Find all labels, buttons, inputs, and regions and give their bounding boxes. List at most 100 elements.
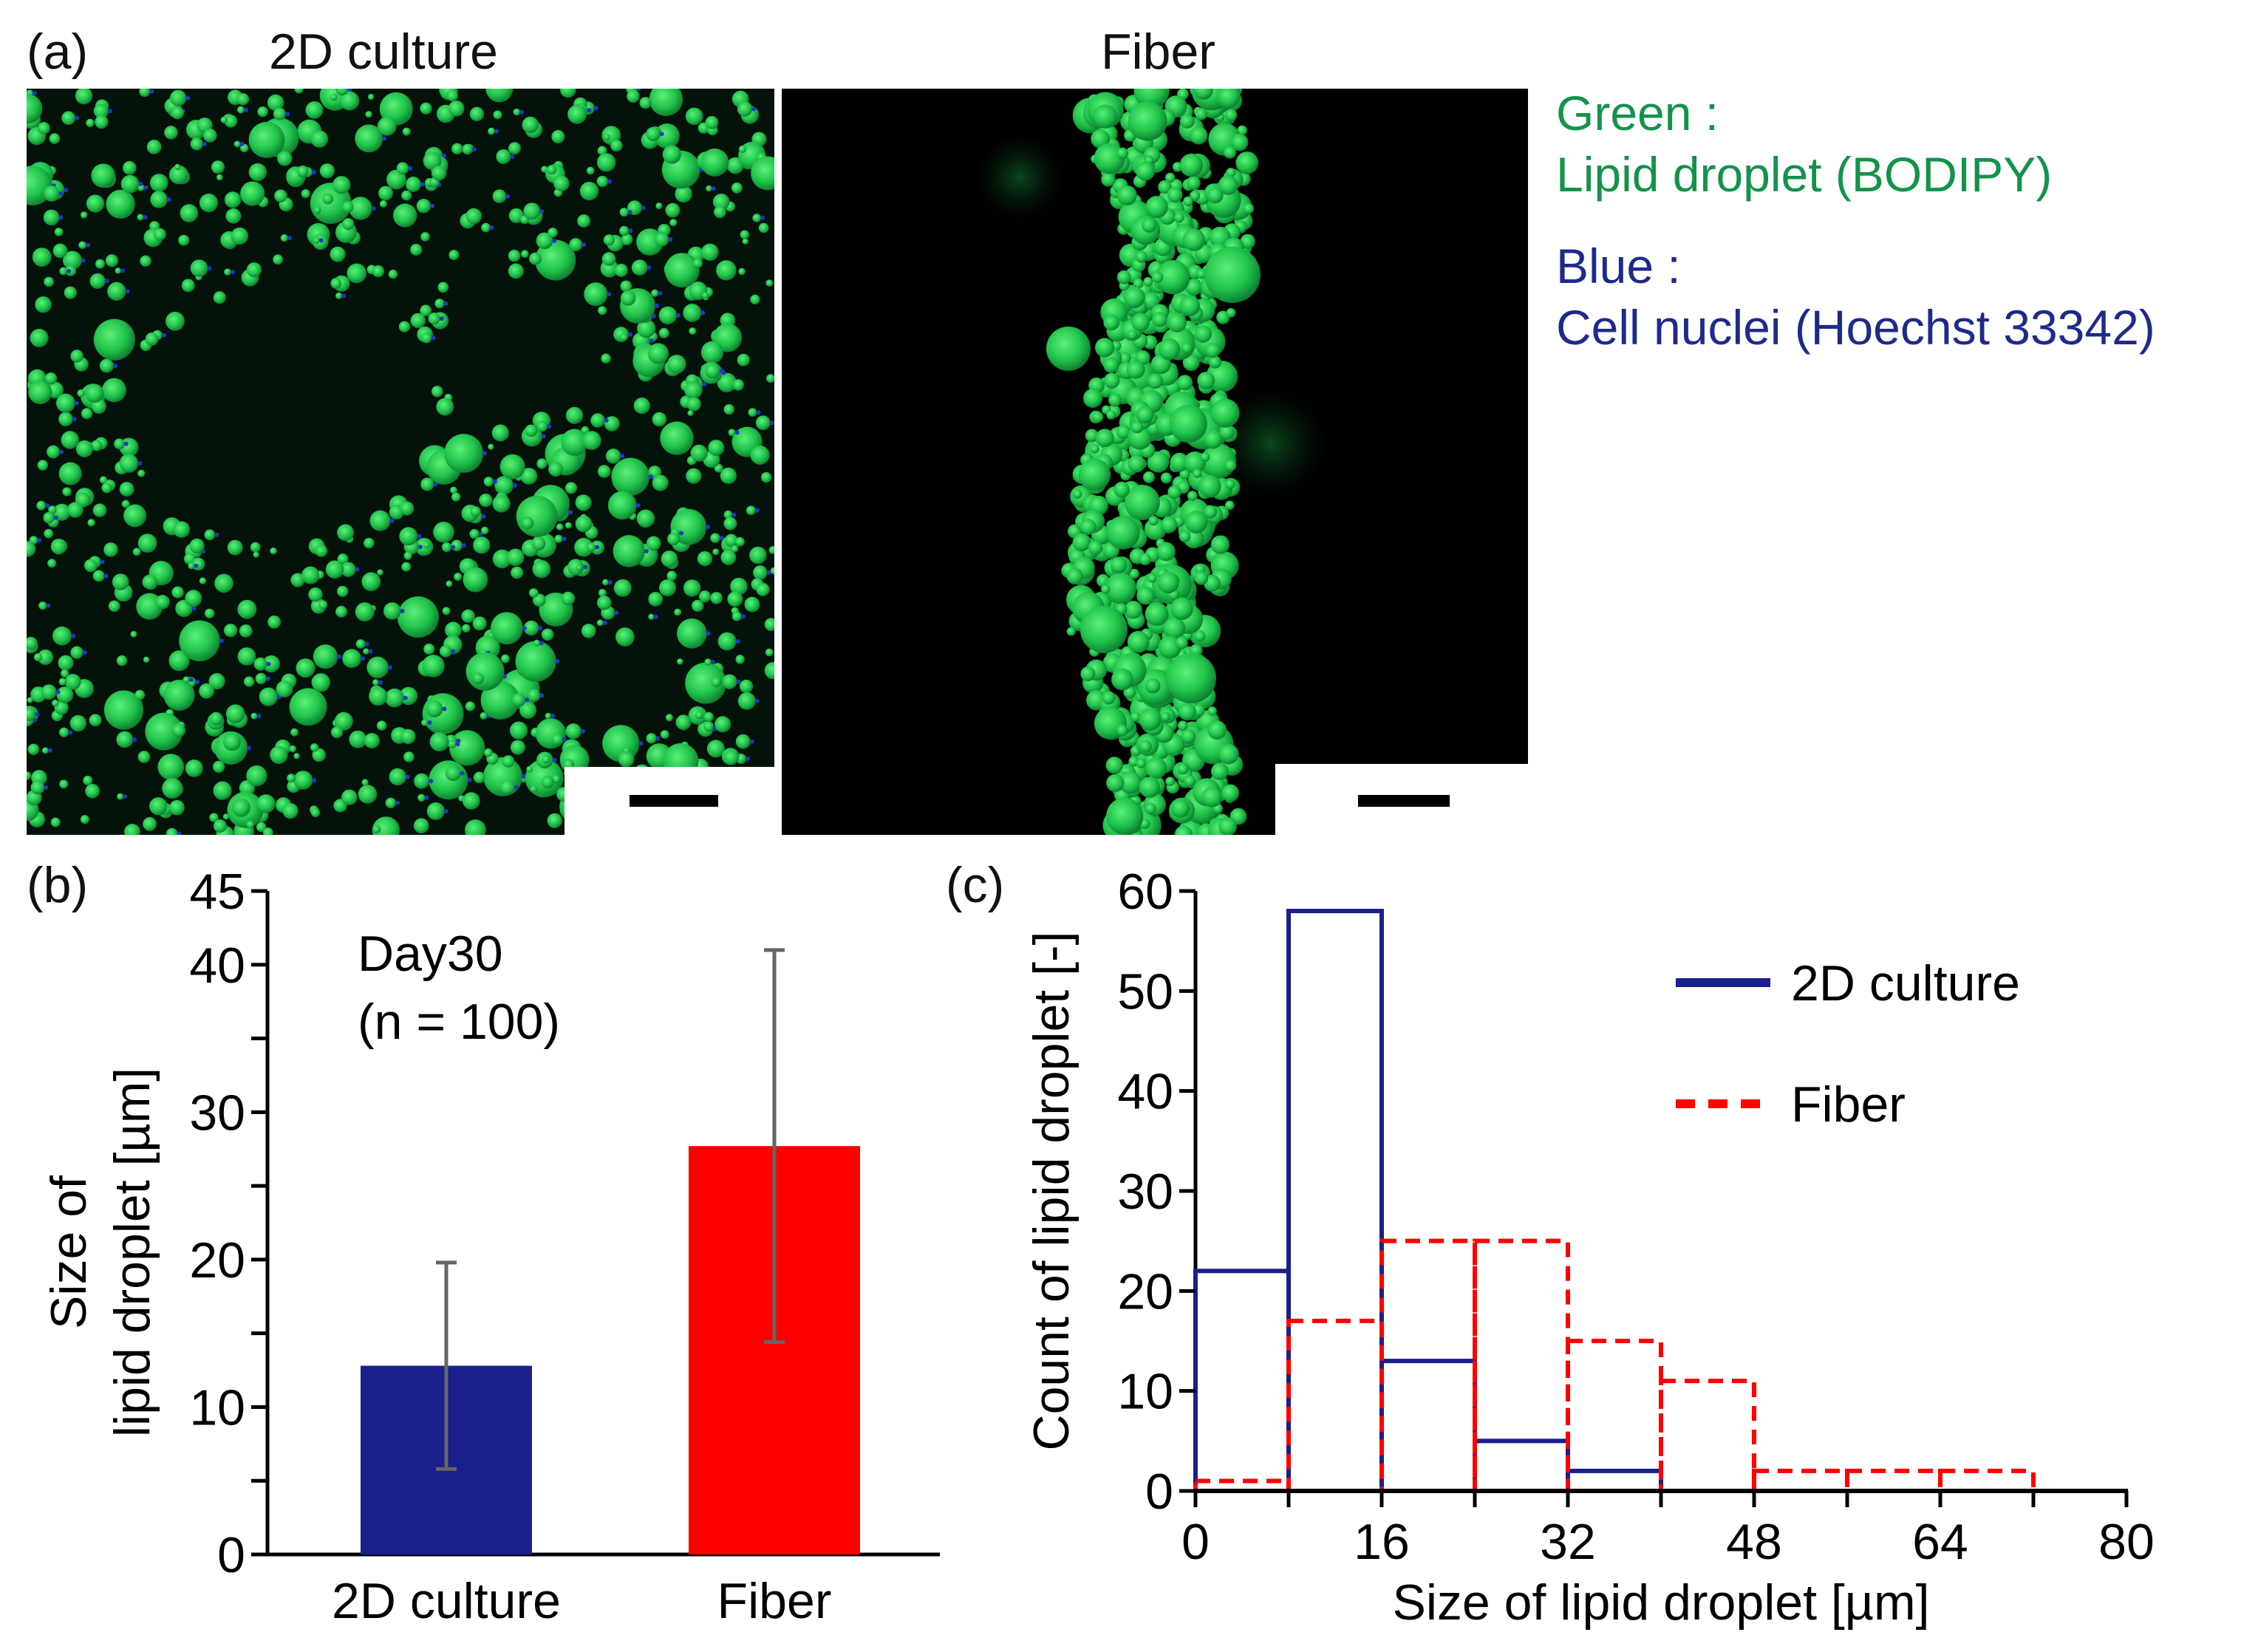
lipid-droplet-2d <box>103 690 144 730</box>
lipid-droplet-fiber <box>1139 740 1152 753</box>
nucleus-2d <box>562 536 567 542</box>
lipid-droplet-2d <box>473 536 491 554</box>
lipid-droplet-2d <box>44 372 58 385</box>
lipid-droplet-fiber <box>1210 535 1229 554</box>
lipid-droplet-2d <box>222 733 241 751</box>
nucleus-2d <box>607 179 613 184</box>
lipid-droplet-2d <box>674 608 682 616</box>
lipid-droplet-2d <box>349 197 372 220</box>
lipid-droplet-2d <box>648 592 663 607</box>
lipid-droplet-2d <box>150 191 168 208</box>
lipid-droplet-fiber <box>1078 458 1111 491</box>
lipid-droplet-2d <box>758 222 769 233</box>
lipid-droplet-2d <box>429 732 449 751</box>
lipid-droplet-2d <box>705 116 719 129</box>
lipid-droplet-2d <box>383 602 401 620</box>
lipid-droplet-fiber <box>1170 597 1193 621</box>
lipid-droplet-2d <box>426 700 443 717</box>
lipid-droplet-fiber <box>1211 762 1229 780</box>
lipid-droplet-fiber <box>1224 146 1237 159</box>
lipid-droplet-fiber <box>1101 584 1111 594</box>
lipid-droplet-2d <box>523 202 541 220</box>
nucleus-2d <box>635 503 641 508</box>
lipid-droplet-2d <box>108 600 120 612</box>
lipid-droplet-2d <box>748 408 757 417</box>
lipid-droplet-2d <box>396 162 409 175</box>
lipid-droplet-2d <box>529 588 539 598</box>
nucleus-2d <box>461 543 466 548</box>
lipid-droplet-2d <box>246 262 262 278</box>
lipid-droplet-2d <box>548 228 558 238</box>
lipid-droplet-2d <box>481 222 491 233</box>
nucleus-2d <box>37 538 42 543</box>
lipid-droplet-2d <box>315 545 328 557</box>
lipid-droplet-2d <box>331 726 343 739</box>
histogram-bin <box>1379 1359 1477 1493</box>
lipid-droplet-2d <box>185 590 202 607</box>
x-tick-label-c: 32 <box>1540 1514 1596 1570</box>
nucleus-2d <box>658 290 663 296</box>
lipid-droplet-2d <box>189 538 205 554</box>
lipid-droplet-2d <box>511 566 523 579</box>
lipid-droplet-2d <box>385 797 397 809</box>
lipid-droplet-2d <box>75 89 93 105</box>
nucleus-2d <box>266 661 271 666</box>
lipid-droplet-2d <box>552 774 561 784</box>
lipid-droplet-2d <box>627 89 640 103</box>
lipid-droplet-2d <box>361 572 381 592</box>
lipid-droplet-2d <box>670 508 707 545</box>
lipid-droplet-2d <box>582 431 601 450</box>
lipid-droplet-2d <box>44 185 60 202</box>
lipid-droplet-fiber <box>1157 571 1179 594</box>
lipid-droplet-2d <box>369 686 388 706</box>
lipid-droplet-2d <box>330 278 342 289</box>
lipid-droplet-2d <box>117 793 124 800</box>
lipid-droplet-fiber <box>1182 354 1200 372</box>
lipid-droplet-2d <box>667 532 681 546</box>
lipid-droplet-fiber <box>1171 799 1190 818</box>
nucleus-2d <box>59 449 64 454</box>
lipid-droplet-2d <box>579 182 599 201</box>
lipid-droplet-2d <box>225 704 245 723</box>
lipid-droplet-2d <box>209 711 223 726</box>
nucleus-2d <box>749 739 754 744</box>
lipid-droplet-2d <box>101 482 112 494</box>
lipid-droplet-fiber <box>1207 706 1217 716</box>
lipid-droplet-fiber <box>1235 151 1259 174</box>
y-tick-label-c: 60 <box>1117 864 1173 920</box>
lipid-droplet-2d <box>162 778 183 799</box>
lipid-droplet-fiber <box>1103 314 1119 331</box>
lipid-droplet-2d <box>607 491 637 520</box>
lipid-droplet-2d <box>293 753 300 760</box>
lipid-droplet-2d <box>541 776 554 788</box>
lipid-droplet-2d <box>655 202 663 210</box>
lipid-droplet-2d <box>92 570 105 582</box>
lipid-droplet-2d <box>702 292 709 299</box>
nucleus-2d <box>284 112 290 117</box>
lipid-droplet-2d <box>739 679 754 694</box>
lipid-droplet-2d <box>692 259 703 268</box>
lipid-droplet-2d <box>420 102 432 115</box>
lipid-droplet-2d <box>716 260 737 281</box>
lipid-droplet-2d <box>222 813 229 820</box>
lipid-droplet-2d <box>712 548 720 556</box>
lipid-droplet-2d <box>420 304 432 317</box>
lipid-droplet-2d <box>209 813 219 822</box>
nucleus-2d <box>710 660 715 665</box>
lipid-droplet-2d <box>132 547 141 556</box>
lipid-droplet-2d <box>658 306 678 325</box>
lipid-droplet-2d <box>465 652 505 691</box>
nucleus-2d <box>552 757 557 762</box>
lipid-droplet-2d <box>646 126 661 142</box>
lipid-droplet-2d <box>59 267 68 276</box>
lipid-droplet-fiber <box>1226 308 1236 318</box>
lipid-droplet-2d <box>706 740 725 758</box>
lipid-droplet-fiber <box>1116 425 1131 440</box>
blue-stain-text: Cell nuclei (Hoechst 33342) <box>1556 299 2155 355</box>
lipid-droplet-2d <box>508 250 521 262</box>
lipid-droplet-2d <box>61 111 75 126</box>
histogram-droplet-count: 0 10 20 30 40 50 60 0 16 32 48 64 80 Size of lipid dr… <box>1023 864 2155 1631</box>
nucleus-2d <box>751 106 757 112</box>
lipid-droplet-2d <box>423 542 430 549</box>
nucleus-2d <box>72 417 77 422</box>
